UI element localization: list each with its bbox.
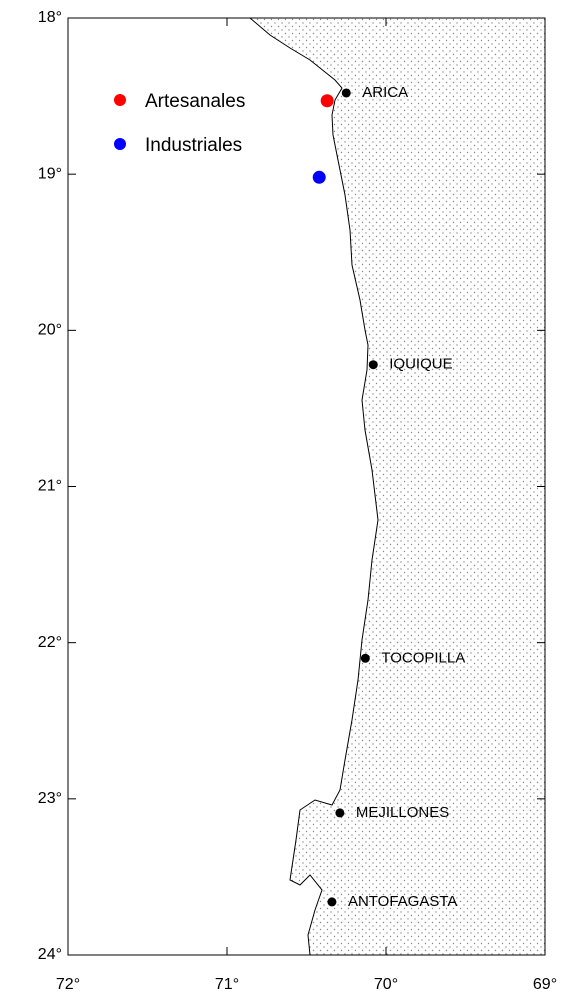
x-tick-label: 70° — [374, 976, 398, 993]
y-tick-label: 22° — [38, 634, 62, 651]
y-tick-label: 21° — [38, 478, 62, 495]
y-tick-label: 20° — [38, 322, 62, 339]
x-tick-label: 69° — [533, 976, 557, 993]
legend-label: Industriales — [145, 135, 242, 156]
legend-marker — [114, 138, 126, 150]
y-tick-label: 18° — [38, 9, 62, 26]
point — [320, 94, 334, 108]
legend-marker — [114, 94, 126, 106]
x-tick-label: 71° — [215, 976, 239, 993]
city-label: MEJILLONES — [356, 804, 449, 821]
legend-label: Artesanales — [145, 91, 245, 112]
city-label: IQUIQUE — [389, 356, 452, 373]
city-marker — [360, 653, 370, 663]
city-label: TOCOPILLA — [381, 649, 465, 666]
land — [249, 18, 545, 955]
y-tick-label: 24° — [38, 946, 62, 963]
point — [312, 170, 326, 184]
city-marker — [327, 897, 337, 907]
city-label: ARICA — [362, 84, 408, 101]
y-tick-label: 23° — [38, 790, 62, 807]
x-tick-label: 72° — [56, 976, 80, 993]
city-label: ANTOFAGASTA — [348, 893, 457, 910]
city-marker — [341, 88, 351, 98]
city-marker — [368, 360, 378, 370]
city-marker — [335, 808, 345, 818]
y-tick-label: 19° — [38, 165, 62, 182]
